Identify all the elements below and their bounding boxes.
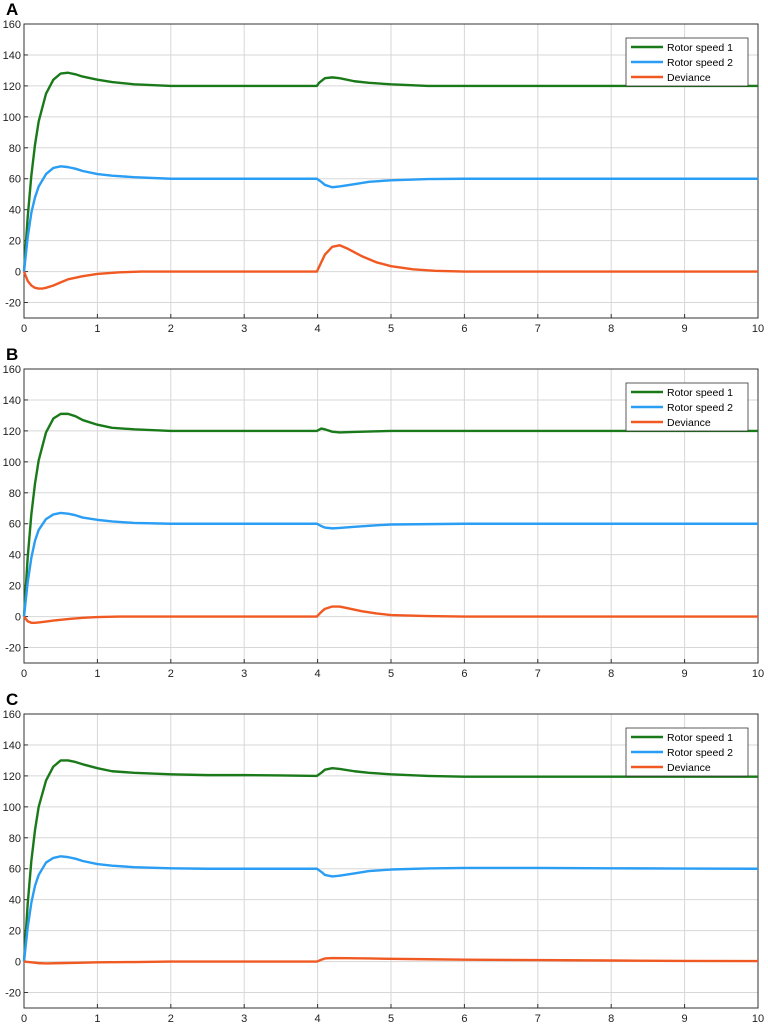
y-tick-label: -20 xyxy=(5,643,21,655)
series-line-deviance xyxy=(22,244,758,290)
x-tick-label: 4 xyxy=(315,1013,321,1025)
y-tick-label: 160 xyxy=(3,19,21,31)
x-tick-label: 5 xyxy=(388,1013,394,1025)
y-tick-label: 0 xyxy=(15,612,21,624)
y-tick-label: 100 xyxy=(3,457,21,469)
y-tick-label: 60 xyxy=(9,519,21,531)
x-tick-label: 5 xyxy=(388,668,394,680)
legend-label: Deviance xyxy=(667,72,711,84)
y-tick-label: 160 xyxy=(3,364,21,376)
y-tick-label: 0 xyxy=(15,957,21,969)
y-tick-label: 140 xyxy=(3,50,21,62)
y-tick-label: 40 xyxy=(9,895,21,907)
x-tick-label: 2 xyxy=(168,1013,174,1025)
y-tick-label: 140 xyxy=(3,740,21,752)
x-tick-label: 9 xyxy=(682,668,688,680)
legend-label: Rotor speed 1 xyxy=(667,732,733,744)
panel-label: B xyxy=(6,345,19,364)
y-tick-label: 80 xyxy=(9,833,21,845)
x-tick-label: 8 xyxy=(608,323,614,335)
y-tick-label: 160 xyxy=(3,709,21,721)
series-line-rotor-speed-2 xyxy=(22,511,758,617)
x-tick-label: 6 xyxy=(461,668,467,680)
x-tick-label: 7 xyxy=(535,323,541,335)
legend-label: Rotor speed 1 xyxy=(667,387,733,399)
x-tick-label: 0 xyxy=(21,1013,27,1025)
y-tick-label: 20 xyxy=(9,236,21,248)
y-tick-label: 100 xyxy=(3,112,21,124)
x-tick-label: 3 xyxy=(241,323,247,335)
plot-frame xyxy=(23,368,759,664)
legend: Rotor speed 1 Rotor speed 2 Deviance xyxy=(625,727,749,777)
legend-label: Rotor speed 1 xyxy=(667,42,733,54)
x-tick-label: 1 xyxy=(94,323,100,335)
y-tick-label: 120 xyxy=(3,771,21,783)
y-tick-label: -20 xyxy=(5,988,21,1000)
panel-label: C xyxy=(6,690,19,709)
x-tick-label: 0 xyxy=(21,323,27,335)
x-tick-label: 0 xyxy=(21,668,27,680)
x-tick-label: 9 xyxy=(682,323,688,335)
x-tick-label: 3 xyxy=(241,1013,247,1025)
y-tick-label: 40 xyxy=(9,205,21,217)
series-line-rotor-speed-2 xyxy=(22,165,758,272)
y-tick-label: 60 xyxy=(9,864,21,876)
y-tick-label: 140 xyxy=(3,395,21,407)
x-tick-label: 7 xyxy=(535,668,541,680)
x-tick-label: 8 xyxy=(608,1013,614,1025)
x-tick-label: 1 xyxy=(94,1013,100,1025)
y-tick-label: 80 xyxy=(9,143,21,155)
y-tick-label: 80 xyxy=(9,488,21,500)
legend: Rotor speed 1 Rotor speed 2 Deviance xyxy=(625,382,749,432)
plot-frame xyxy=(23,713,759,1009)
series-line-deviance xyxy=(23,605,758,624)
plot-frame xyxy=(23,23,759,319)
y-tick-label: 120 xyxy=(3,81,21,93)
series-line-deviance xyxy=(23,956,759,965)
x-tick-label: 10 xyxy=(752,323,764,335)
legend-label: Rotor speed 2 xyxy=(667,747,733,759)
x-tick-label: 9 xyxy=(682,1013,688,1025)
series-line-rotor-speed-1 xyxy=(22,412,758,617)
legend-label: Deviance xyxy=(667,762,711,774)
series-line-rotor-speed-1 xyxy=(22,71,758,272)
series-line-rotor-speed-2 xyxy=(22,855,759,962)
y-tick-label: 40 xyxy=(9,550,21,562)
x-tick-label: 10 xyxy=(752,1013,764,1025)
x-tick-label: 8 xyxy=(608,668,614,680)
y-tick-label: 20 xyxy=(9,581,21,593)
x-tick-label: 5 xyxy=(388,323,394,335)
x-tick-label: 6 xyxy=(461,1013,467,1025)
y-tick-label: 100 xyxy=(3,802,21,814)
y-tick-label: 0 xyxy=(15,267,21,279)
legend-label: Rotor speed 2 xyxy=(667,57,733,69)
y-tick-label: -20 xyxy=(5,298,21,310)
legend-label: Deviance xyxy=(667,417,711,429)
chart-panel-a: A 0 1 2 3 4 5 6 7 8 9 10 -20 0 20 40 60 80 100 120 140 160 Ro… xyxy=(0,0,768,340)
legend-label: Rotor speed 2 xyxy=(667,402,733,414)
line-chart: 0 1 2 3 4 5 6 7 8 9 10 -20 0 20 40 60 80 100 120 140 160 Roto… xyxy=(3,19,764,335)
x-tick-label: 10 xyxy=(752,668,764,680)
y-tick-label: 20 xyxy=(9,926,21,938)
x-tick-label: 4 xyxy=(315,668,321,680)
x-tick-label: 6 xyxy=(461,323,467,335)
y-tick-label: 60 xyxy=(9,174,21,186)
x-tick-label: 2 xyxy=(168,668,174,680)
chart-panel-b: B 0 1 2 3 4 5 6 7 8 9 10 -20 0 20 40 60 80 100 120 140 160 Ro… xyxy=(0,345,768,685)
series-line-rotor-speed-1 xyxy=(22,759,758,962)
line-chart: 0 1 2 3 4 5 6 7 8 9 10 -20 0 20 40 60 80 100 120 140 160 Roto… xyxy=(3,364,764,680)
x-tick-label: 7 xyxy=(535,1013,541,1025)
legend: Rotor speed 1 Rotor speed 2 Deviance xyxy=(625,37,749,87)
panel-label: A xyxy=(6,0,19,19)
chart-panel-c: C 0 1 2 3 4 5 6 7 8 9 10 -20 0 20 40 60 80 100 120 140 160 Ro… xyxy=(0,690,768,1030)
x-tick-label: 1 xyxy=(94,668,100,680)
x-tick-label: 2 xyxy=(168,323,174,335)
line-chart: 0 1 2 3 4 5 6 7 8 9 10 -20 0 20 40 60 80 100 120 140 160 Roto… xyxy=(3,709,764,1025)
x-tick-label: 3 xyxy=(241,668,247,680)
x-tick-label: 4 xyxy=(315,323,321,335)
y-tick-label: 120 xyxy=(3,426,21,438)
